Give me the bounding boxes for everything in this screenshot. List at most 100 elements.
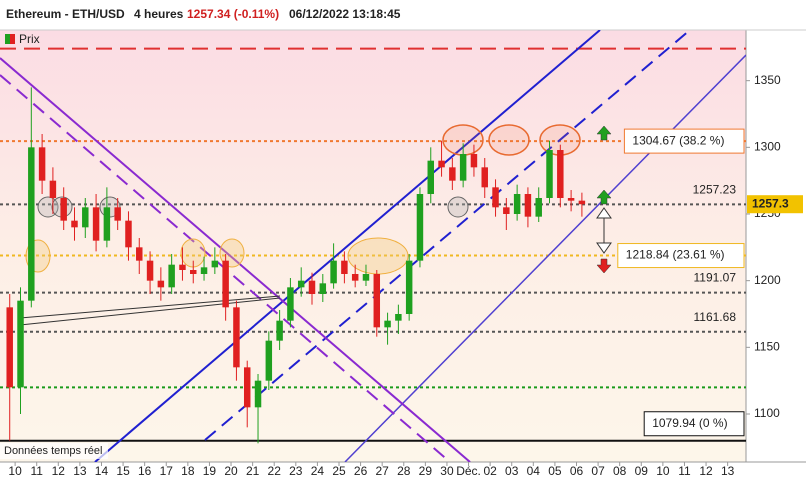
- candle-body: [168, 264, 175, 288]
- level-label: 1304.67 (38.2 %): [632, 133, 724, 147]
- x-tick-label: 12: [52, 464, 66, 478]
- x-tick-label: 25: [332, 464, 346, 478]
- candle-body: [222, 260, 229, 308]
- timestamp: 06/12/2022 13:18:45: [289, 7, 401, 21]
- candle-body: [254, 380, 262, 408]
- trend-line: [204, 30, 691, 441]
- price-text: 1257.34 (-0.11%): [187, 7, 279, 21]
- x-tick-label: 18: [181, 464, 195, 478]
- trend-line: [94, 30, 601, 462]
- candle-body: [190, 270, 197, 274]
- candle-body: [405, 260, 413, 314]
- legend-swatch: [10, 34, 15, 44]
- x-tick-label: 24: [311, 464, 325, 478]
- x-tick-label: 21: [246, 464, 260, 478]
- candle-body: [362, 274, 370, 281]
- level-label: 1161.68: [694, 310, 737, 324]
- level-label: 1191.07: [694, 271, 737, 285]
- arrow-down: [596, 258, 612, 274]
- candle-body: [276, 320, 283, 341]
- candle-body: [513, 194, 521, 214]
- footnote-bg: [0, 443, 108, 459]
- x-tick-label: 27: [375, 464, 389, 478]
- x-tick-label: 02: [483, 464, 497, 478]
- candle-body: [136, 247, 143, 261]
- candle-body: [17, 300, 24, 388]
- x-tick-label: 05: [548, 464, 562, 478]
- candle-body: [395, 314, 402, 321]
- trend-line: [19, 295, 281, 319]
- arrow-up: [596, 125, 612, 141]
- legend-label: Prix: [19, 32, 40, 46]
- x-tick-label: 30: [440, 464, 454, 478]
- candle-body: [179, 264, 186, 270]
- x-tick-label: 08: [613, 464, 627, 478]
- candle-body: [578, 200, 586, 205]
- candle-body: [330, 260, 337, 284]
- x-tick-label: 06: [570, 464, 584, 478]
- candle-body: [233, 307, 240, 368]
- candle-body: [470, 154, 478, 168]
- x-tick-label: 09: [635, 464, 649, 478]
- candle-body: [125, 220, 132, 248]
- candle-body: [114, 207, 121, 221]
- candle-body: [557, 150, 564, 198]
- highlight: [447, 196, 469, 218]
- x-tick-label: 13: [73, 464, 87, 478]
- y-tick-label: 1300: [754, 140, 781, 154]
- candle-body: [92, 207, 100, 241]
- candle-body: [416, 194, 424, 261]
- x-tick-label: 28: [397, 464, 411, 478]
- candle-body: [319, 283, 327, 294]
- candle-body: [449, 167, 456, 181]
- y-tick-label: 1200: [754, 273, 781, 287]
- trend-line: [0, 57, 471, 462]
- x-tick-label: 14: [95, 464, 109, 478]
- level-label-box: [623, 128, 745, 154]
- x-tick-label: 15: [116, 464, 130, 478]
- level-label: 1079.94 (0 %): [652, 416, 727, 430]
- x-tick-label: 11: [30, 464, 43, 478]
- x-tick-label: 23: [289, 464, 303, 478]
- candle-body: [373, 274, 381, 328]
- candle-body: [503, 207, 510, 214]
- candle-body: [28, 147, 35, 301]
- x-tick-label: 03: [505, 464, 519, 478]
- candle-body: [157, 280, 165, 288]
- legend-swatch: [5, 34, 10, 44]
- highlight: [488, 124, 530, 156]
- x-tick-label: 04: [527, 464, 541, 478]
- candle-body: [60, 198, 67, 221]
- arrow-up: [596, 189, 612, 205]
- candle-body: [287, 287, 294, 321]
- x-tick-label: 20: [224, 464, 238, 478]
- candle-body: [384, 320, 391, 328]
- candle-body: [6, 307, 13, 388]
- highlight: [347, 237, 409, 275]
- y-tick-label: 1100: [754, 406, 780, 420]
- x-tick-label: 07: [591, 464, 605, 478]
- level-label: 1257.23: [693, 183, 737, 197]
- interval: 4 heures: [134, 7, 184, 21]
- arrow-down: [596, 242, 612, 254]
- plot-layer: [0, 30, 746, 462]
- candle-body: [211, 260, 219, 268]
- candle-body: [297, 280, 305, 288]
- candle-body: [146, 260, 154, 281]
- last-price-box: [747, 195, 803, 214]
- candle-body: [492, 187, 499, 208]
- candle-body: [427, 160, 434, 194]
- candle-body: [243, 367, 251, 408]
- candle-body: [38, 147, 46, 181]
- trend-line: [344, 54, 746, 462]
- level-label: 1218.84 (23.61 %): [626, 248, 725, 262]
- candle-body: [265, 340, 273, 381]
- candle-body: [49, 180, 57, 198]
- candle-body: [71, 220, 78, 228]
- candle-body: [438, 160, 445, 168]
- x-tick-label: 17: [160, 464, 174, 478]
- candle-body: [524, 194, 532, 217]
- last-price-label: 1257.3: [752, 196, 789, 210]
- candle-body: [341, 260, 348, 274]
